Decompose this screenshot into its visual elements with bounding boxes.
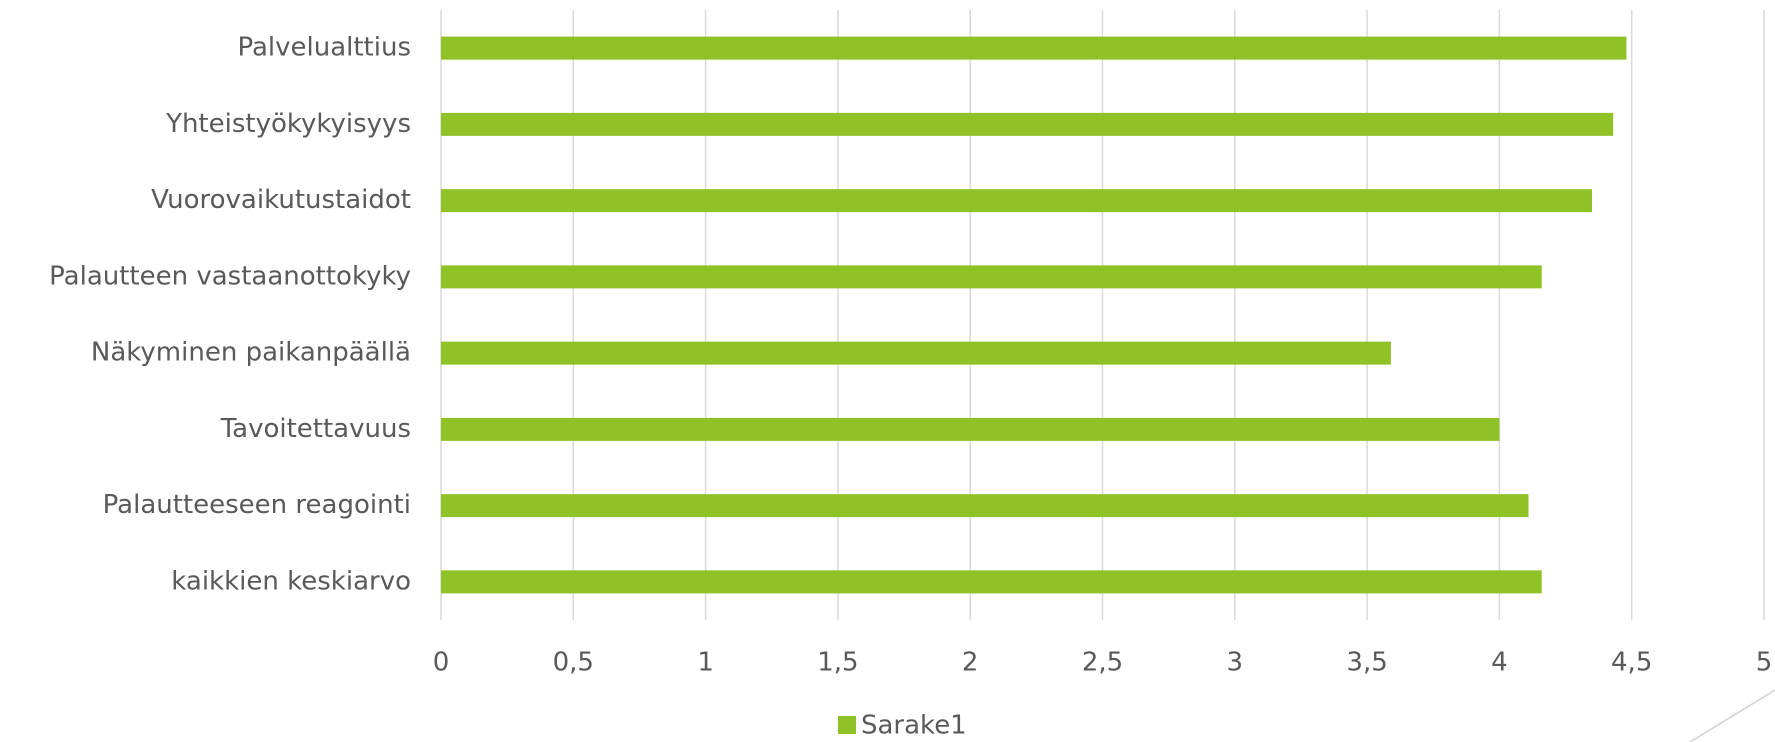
bar (441, 265, 1542, 289)
y-tick-label: Näkyminen paikanpäällä (91, 338, 411, 368)
x-tick-label: 4,5 (1611, 648, 1652, 678)
bar (441, 417, 1500, 441)
x-tick-label: 2 (962, 648, 979, 678)
x-tick-label: 4 (1491, 648, 1508, 678)
y-tick-label: Tavoitettavuus (220, 414, 411, 444)
x-tick-label: 3,5 (1346, 648, 1387, 678)
x-tick-label: 2,5 (1082, 648, 1123, 678)
x-tick-label: 0,5 (553, 648, 594, 678)
x-tick-label: 0 (433, 648, 450, 678)
y-tick-label: Palvelualttius (237, 33, 411, 63)
bar (441, 36, 1627, 60)
y-tick-label: Vuorovaikutustaidot (151, 185, 411, 215)
legend-swatch (838, 716, 856, 734)
legend-label: Sarake1 (861, 711, 967, 741)
y-tick-label: kaikkien keskiarvo (171, 566, 411, 596)
y-tick-label: Palautteen vastaanottokyky (49, 261, 411, 291)
x-tick-label: 1,5 (817, 648, 858, 678)
corner-decoration (1689, 689, 1775, 742)
x-tick-label: 3 (1227, 648, 1244, 678)
x-tick-label: 1 (697, 648, 714, 678)
bar (441, 189, 1593, 213)
bar (441, 112, 1614, 136)
y-tick-label: Yhteistyökykyisyys (165, 109, 411, 139)
y-tick-label: Palautteeseen reagointi (103, 490, 411, 520)
bar (441, 341, 1391, 365)
bar (441, 494, 1529, 518)
bar (441, 570, 1542, 594)
x-tick-label: 5 (1756, 648, 1773, 678)
